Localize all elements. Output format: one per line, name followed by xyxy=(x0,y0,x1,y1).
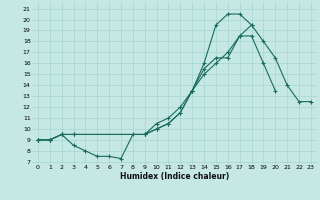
X-axis label: Humidex (Indice chaleur): Humidex (Indice chaleur) xyxy=(120,172,229,181)
